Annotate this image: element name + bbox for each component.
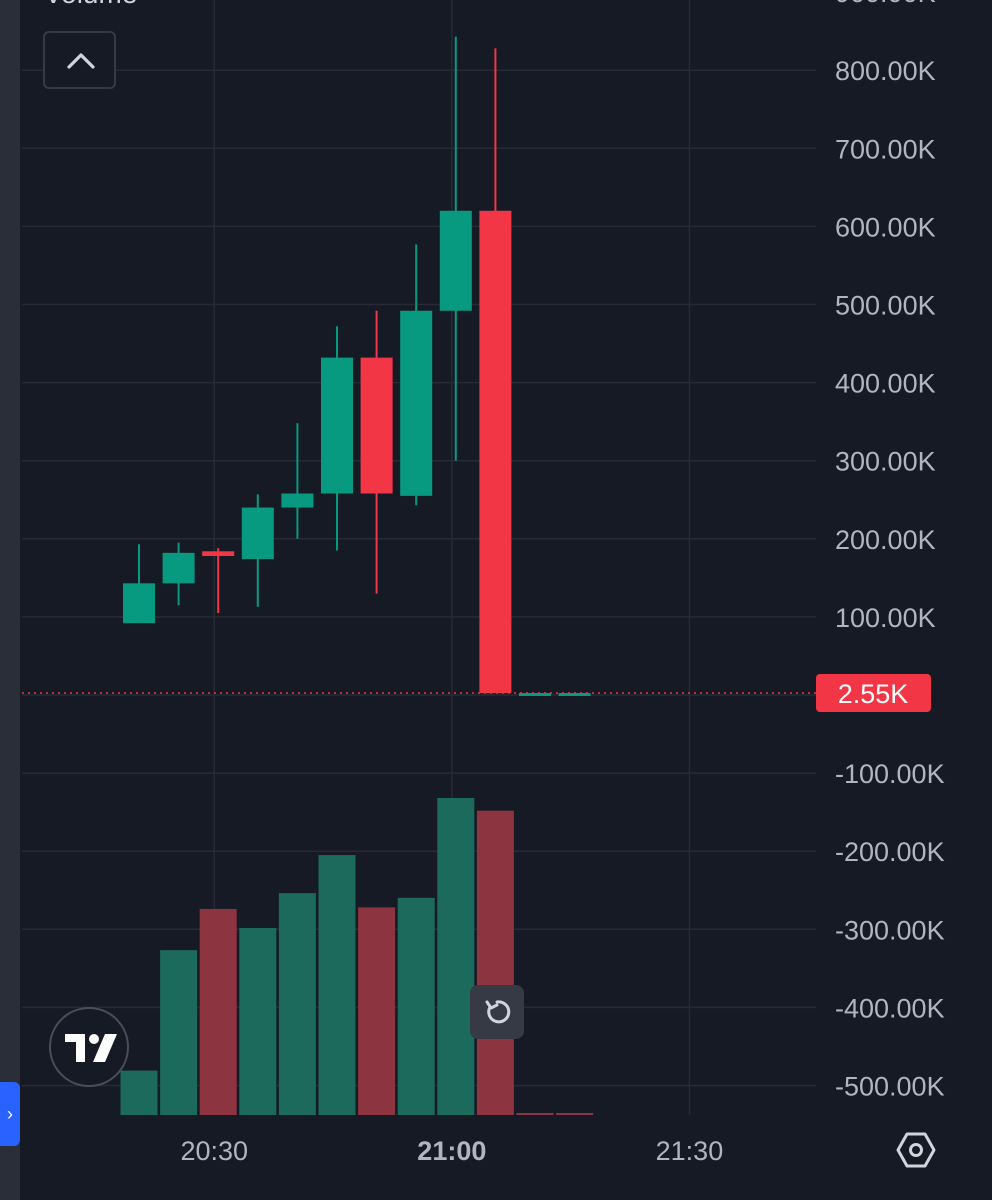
- candle-body: [400, 310, 433, 496]
- x-axis-label: 20:30: [180, 1136, 248, 1166]
- x-axis-label: 21:30: [656, 1136, 724, 1166]
- hexagon-settings-icon: [896, 1132, 936, 1168]
- y-axis-label: 200.00K: [835, 525, 936, 555]
- candle-body: [439, 210, 472, 311]
- chevron-right-icon: ›: [7, 1104, 13, 1124]
- x-axis-label: 21:00: [417, 1136, 486, 1166]
- candle: [123, 544, 155, 624]
- reset-chart-button[interactable]: [470, 985, 524, 1039]
- y-axis-label: 600.00K: [835, 212, 936, 242]
- candle: [360, 310, 393, 594]
- volume-bar: [516, 1113, 554, 1115]
- candle: [439, 36, 472, 461]
- y-axis-label: 500.00K: [835, 291, 936, 321]
- candle-body: [360, 357, 393, 494]
- y-axis-label: 400.00K: [835, 369, 936, 399]
- chevron-up-icon: [67, 53, 95, 69]
- volume-bar: [318, 855, 356, 1115]
- y-axis-label: 100.00K: [835, 603, 936, 633]
- volume-bar: [476, 810, 514, 1115]
- candle-body: [479, 210, 512, 694]
- chart-grid: [22, 0, 816, 1115]
- volume-bar: [358, 907, 396, 1115]
- candle: [400, 244, 433, 506]
- y-axis-label: -400.00K: [835, 993, 945, 1023]
- y-axis-label: -100.00K: [835, 759, 945, 789]
- chart-settings-button[interactable]: [896, 1130, 936, 1170]
- candle-body: [241, 507, 274, 560]
- y-axis-label: 800.00K: [835, 56, 936, 86]
- volume-bar: [437, 798, 475, 1115]
- candle: [202, 548, 235, 613]
- candle-body: [202, 551, 235, 556]
- left-toolbar-strip: [0, 0, 20, 1200]
- volume-bar: [199, 908, 237, 1115]
- volume-bar: [278, 893, 316, 1115]
- tradingview-logo-icon: [65, 1034, 117, 1062]
- y-axis-label: 300.00K: [835, 447, 936, 477]
- volume-bar: [556, 1113, 594, 1115]
- panel-toggle-button[interactable]: ›: [0, 1082, 20, 1146]
- candle: [558, 693, 591, 697]
- candle-body: [162, 552, 195, 584]
- y-axis-label: -200.00K: [835, 837, 945, 867]
- candle-body: [321, 357, 353, 494]
- candle-body: [558, 693, 591, 697]
- candle-body: [519, 693, 551, 697]
- candle: [241, 494, 274, 607]
- volume-bars: [120, 798, 594, 1115]
- pane-title: Volume: [44, 0, 137, 10]
- y-axis-label: 700.00K: [835, 134, 936, 164]
- y-axis-label: 900.00K: [835, 0, 936, 8]
- candles: [123, 36, 591, 697]
- volume-bar: [120, 1070, 158, 1115]
- y-axis-label: -300.00K: [835, 915, 945, 945]
- candle: [321, 326, 353, 551]
- candle-body: [123, 583, 155, 624]
- y-axis-label: -500.00K: [835, 1072, 945, 1102]
- candle: [479, 48, 512, 694]
- candle-body: [281, 493, 314, 508]
- last-price-tag: [816, 674, 931, 713]
- last-price-tag-label: 2.55K: [838, 679, 909, 709]
- reset-icon: [485, 1000, 511, 1024]
- tradingview-logo[interactable]: [49, 1007, 129, 1087]
- candle: [519, 693, 551, 697]
- last-price-line: 2.55K: [22, 674, 931, 713]
- volume-bar: [160, 950, 198, 1115]
- candle: [162, 542, 195, 606]
- collapse-pane-button[interactable]: [43, 31, 116, 89]
- time-axis[interactable]: 20:30 21:00 21:30: [180, 1136, 723, 1166]
- volume-bar: [239, 927, 277, 1115]
- price-axis[interactable]: 900.00K 800.00K 700.00K 600.00K 500.00K 400.0…: [835, 0, 945, 1102]
- candle: [281, 423, 314, 539]
- volume-bar: [397, 897, 435, 1115]
